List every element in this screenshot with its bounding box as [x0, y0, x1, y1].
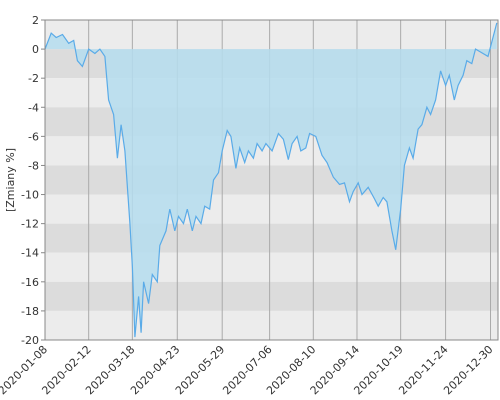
- y-tick-label: -6: [28, 130, 39, 143]
- grid-band: [45, 20, 498, 50]
- y-tick-label: -10: [21, 189, 39, 202]
- y-tick-label: -14: [21, 247, 39, 260]
- y-tick-label: -8: [28, 159, 39, 172]
- plot-frame: [44, 19, 499, 341]
- line: [44, 22, 498, 338]
- y-tick-label: -2: [28, 72, 39, 85]
- grid-band: [45, 165, 498, 195]
- grid-band: [45, 310, 498, 340]
- y-tick-label: -4: [28, 101, 39, 114]
- area-fill: [45, 22, 497, 338]
- y-tick-label: -20: [21, 334, 39, 347]
- y-axis-label: [Zmiany %]: [4, 148, 17, 212]
- grid-band: [45, 281, 498, 311]
- grid-band: [45, 252, 498, 282]
- y-tick-label: 0: [32, 43, 39, 56]
- y-tick-label: -16: [21, 276, 39, 289]
- y-tick-label: 2: [32, 14, 39, 27]
- y-tick-label: -12: [21, 218, 39, 231]
- grid-band: [45, 194, 498, 224]
- grid-band: [45, 223, 498, 253]
- y-tick-label: -18: [21, 305, 39, 318]
